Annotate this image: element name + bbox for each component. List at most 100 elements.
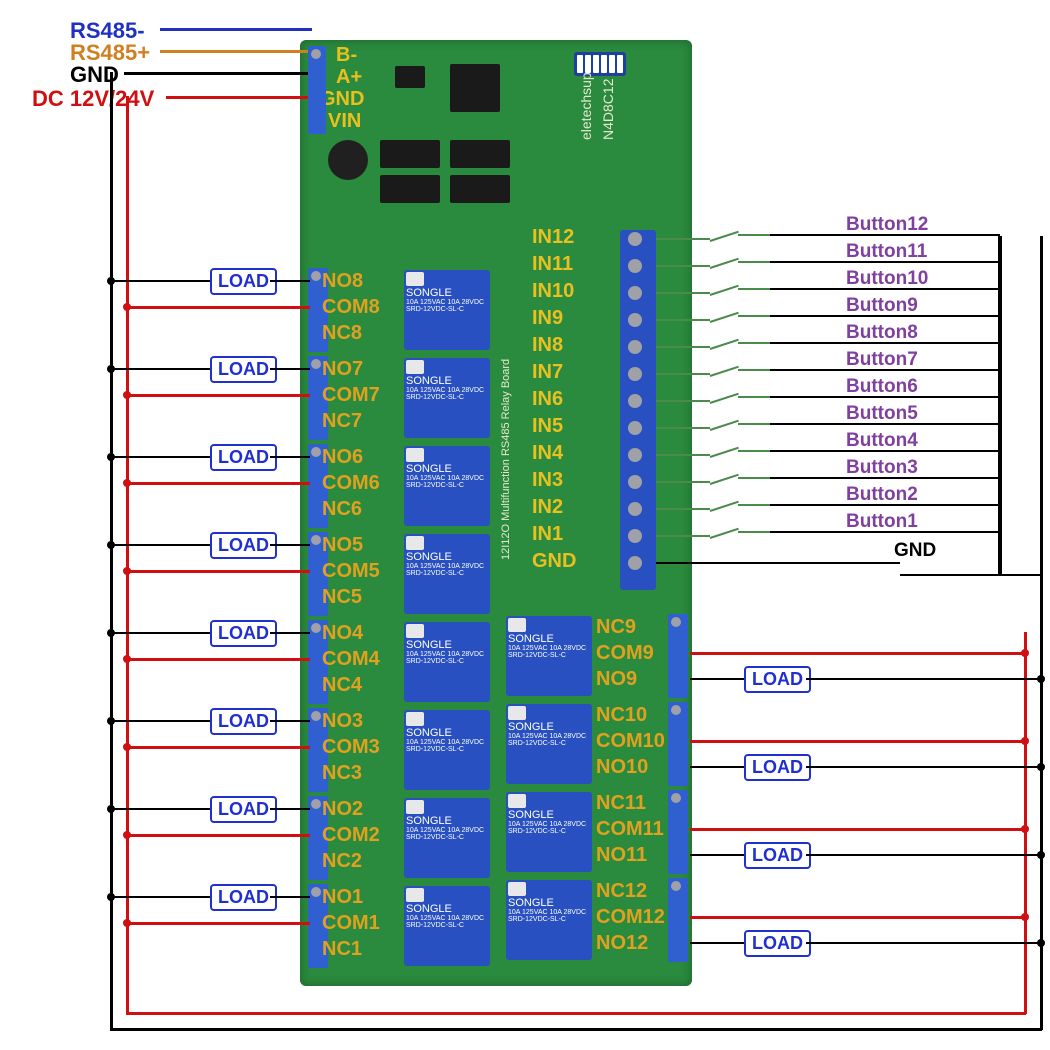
ic-main [450,64,500,112]
wire-load-gnd-7 [110,368,210,370]
wire-load-no-4 [270,632,310,634]
wire-input-IN8 [656,346,710,348]
input-screw-4 [628,340,642,354]
relay-left-2: SONGLE 10A 125VAC 10A 28VDC SRD-12VDC-SL… [404,798,490,878]
wire-com-dc-4 [126,658,310,661]
dot-gnd-8 [107,277,115,285]
dot-dc-1 [123,919,131,927]
wire-input-IN1 [656,535,710,537]
term-right-10 [668,702,688,786]
pin-GND: GND [532,550,576,573]
pin-NO5: NO5 [322,534,363,557]
wire-input-IN11 [656,265,710,267]
load-left-6: LOAD [210,444,277,471]
switch-IN6 [710,390,770,408]
pin-NC12: NC12 [596,880,647,903]
button-label-12: Button12 [846,214,928,236]
wire-input-IN2 [656,508,710,510]
dc-bus-left [126,96,129,1014]
pin-COM1: COM1 [322,912,380,935]
input-screw-9 [628,475,642,489]
wire-load-gnd-2 [110,808,210,810]
term-right-11 [668,790,688,874]
load-left-2: LOAD [210,796,277,823]
wire-com-dc-r12 [690,916,1026,919]
switch-IN8 [710,336,770,354]
pin-IN5: IN5 [532,415,563,438]
pin-IN8: IN8 [532,334,563,357]
dot-gnd-2 [107,805,115,813]
pin-NC6: NC6 [322,498,362,521]
pin-IN6: IN6 [532,388,563,411]
pin-NO6: NO6 [322,446,363,469]
power-terminal [308,46,326,134]
pin-IN3: IN3 [532,469,563,492]
wire-input-IN7 [656,373,710,375]
pin-NC1: NC1 [322,938,362,961]
wire-input-IN3 [656,481,710,483]
pin-NO9: NO9 [596,668,637,691]
dot-dc-3 [123,743,131,751]
button-label-8: Button8 [846,322,918,344]
dot-gnd-7 [107,365,115,373]
wire-com-dc-2 [126,834,310,837]
wire-load-gnd-8 [110,280,210,282]
pin-NC3: NC3 [322,762,362,785]
ic-row-4 [450,175,510,203]
wire-dc-top [166,96,312,99]
dot-gnd-r9 [1037,675,1045,683]
wire-input-IN5 [656,427,710,429]
wire-load-no-6 [270,456,310,458]
input-screw-6 [628,394,642,408]
wire-no-load-r11 [690,854,744,856]
dot-dc-8 [123,303,131,311]
dot-dc-5 [123,567,131,575]
dot-dc-r12 [1021,913,1029,921]
board-desc: 12I12O Multifunction RS485 Relay Board [500,359,512,560]
dot-gnd-5 [107,541,115,549]
button-label-9: Button9 [846,295,918,317]
wire-load-gnd-r10 [806,766,1042,768]
input-screw-5 [628,367,642,381]
dot-dc-6 [123,479,131,487]
input-screw-10 [628,502,642,516]
capacitor [328,140,368,180]
relay-left-3: SONGLE 10A 125VAC 10A 28VDC SRD-12VDC-SL… [404,710,490,790]
wire-load-gnd-5 [110,544,210,546]
wire-no-load-r9 [690,678,744,680]
term-right-9 [668,614,688,698]
pin-COM11: COM11 [596,818,664,841]
dot-gnd-1 [107,893,115,901]
relay-left-1: SONGLE 10A 125VAC 10A 28VDC SRD-12VDC-SL… [404,886,490,966]
pin-NC8: NC8 [322,322,362,345]
wire-com-dc-3 [126,746,310,749]
input-screw-0 [628,232,642,246]
relay-left-8: SONGLE 10A 125VAC 10A 28VDC SRD-12VDC-SL… [404,270,490,350]
dc-label: DC 12V/24V [32,86,154,112]
switch-IN2 [710,498,770,516]
switch-IN10 [710,282,770,300]
pin-NO4: NO4 [322,622,363,645]
wire-input-IN4 [656,454,710,456]
relay-right-9: SONGLE 10A 125VAC 10A 28VDC SRD-12VDC-SL… [506,616,592,696]
switch-IN4 [710,444,770,462]
pin-NO3: NO3 [322,710,363,733]
wire-load-gnd-3 [110,720,210,722]
pin-NO7: NO7 [322,358,363,381]
dot-dc-7 [123,391,131,399]
button-label-5: Button5 [846,403,918,425]
relay-right-10: SONGLE 10A 125VAC 10A 28VDC SRD-12VDC-SL… [506,704,592,784]
pin-COM6: COM6 [322,472,380,495]
dot-dc-r10 [1021,737,1029,745]
ic-row-2 [450,140,510,168]
load-right-12: LOAD [744,930,811,957]
dc-bus-right [1024,632,1027,1014]
relay-right-12: SONGLE 10A 125VAC 10A 28VDC SRD-12VDC-SL… [506,880,592,960]
pin-IN7: IN7 [532,361,563,384]
button-label-4: Button4 [846,430,918,452]
button-label-2: Button2 [846,484,918,506]
pin-NC2: NC2 [322,850,362,873]
pin-IN12: IN12 [532,226,574,249]
relay-right-11: SONGLE 10A 125VAC 10A 28VDC SRD-12VDC-SL… [506,792,592,872]
pin-COM4: COM4 [322,648,380,671]
